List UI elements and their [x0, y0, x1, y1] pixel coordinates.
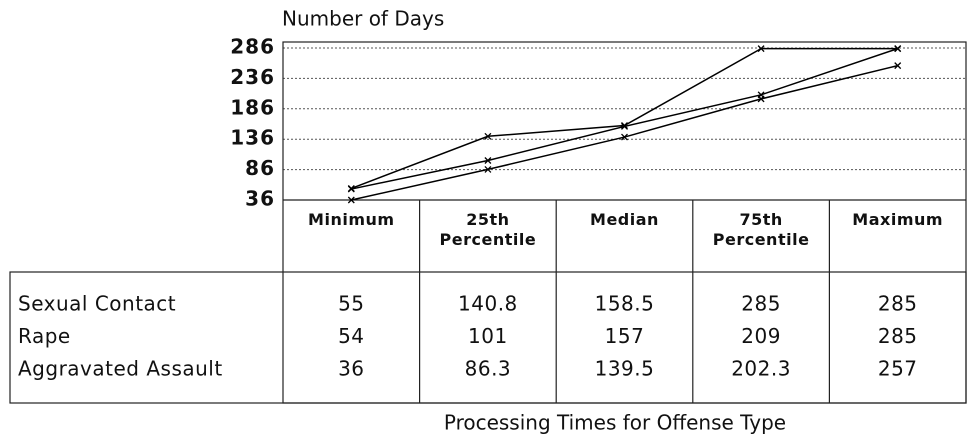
point-marker — [757, 45, 765, 53]
table-value: 139.5 — [595, 357, 655, 381]
table-frame — [9, 271, 967, 404]
table-value: 209 — [741, 324, 781, 348]
series-name: Sexual Contact — [18, 292, 176, 316]
table-value: 202.3 — [731, 357, 791, 381]
point-marker — [621, 133, 628, 141]
series-line — [351, 64, 898, 201]
point-marker — [894, 62, 902, 70]
table-value: 257 — [878, 357, 918, 381]
y-tick-label: 186 — [230, 95, 275, 119]
table-value: 157 — [605, 324, 645, 348]
category-label: 75th Percentile — [712, 210, 810, 249]
chart-title: Number of Days — [282, 7, 444, 31]
point-marker — [484, 157, 492, 164]
table-value: 158.5 — [595, 292, 655, 316]
point-marker — [894, 45, 902, 53]
table-value: 140.8 — [458, 292, 518, 316]
category-cell: Maximum — [852, 210, 944, 229]
y-tick-label: 86 — [245, 156, 275, 180]
table-value: 36 — [338, 357, 364, 381]
point-marker — [347, 196, 355, 204]
series-name: Rape — [18, 324, 71, 348]
category-cell: 25th Percentile — [439, 210, 537, 249]
point-marker — [621, 122, 628, 130]
category-cell: Median — [590, 210, 659, 229]
series-line — [351, 47, 898, 190]
category-label: Maximum — [852, 210, 944, 229]
table-value: 86.3 — [465, 357, 512, 381]
table-value: 285 — [741, 292, 781, 316]
y-tick-label: 286 — [230, 35, 275, 59]
table-value: 101 — [468, 324, 508, 348]
table-value: 285 — [878, 292, 918, 316]
point-marker — [757, 95, 765, 103]
category-cell: 75th Percentile — [712, 210, 810, 249]
point-marker — [484, 132, 492, 140]
series-line — [351, 47, 898, 190]
point-marker — [347, 185, 355, 193]
table-value: 285 — [878, 324, 918, 348]
point-marker — [484, 165, 492, 173]
series-name: Aggravated Assault — [18, 357, 223, 381]
table-value: 54 — [338, 324, 364, 348]
y-tick-label: 236 — [230, 65, 275, 89]
y-tick-label: 36 — [245, 187, 275, 211]
category-label: 25th Percentile — [439, 210, 537, 249]
category-label: Minimum — [308, 210, 395, 229]
category-label: Median — [590, 210, 659, 229]
table-value: 55 — [338, 292, 364, 316]
x-axis-label: Processing Times for Offense Type — [444, 411, 786, 435]
category-cell: Minimum — [308, 210, 395, 229]
y-tick-label: 136 — [230, 126, 275, 150]
